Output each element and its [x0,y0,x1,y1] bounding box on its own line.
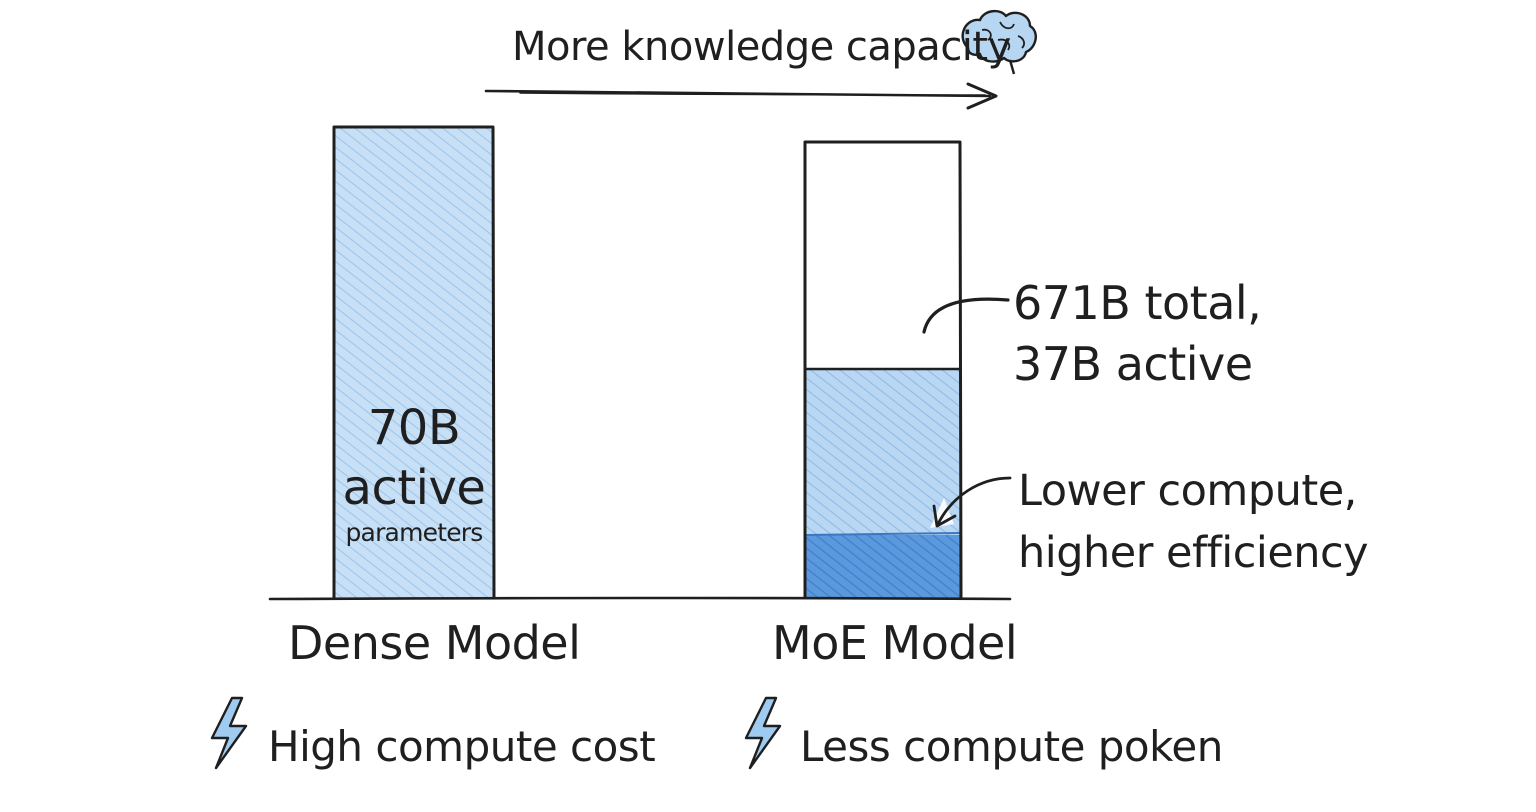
capacity-label: More knowledge capacity [512,24,1011,70]
lightning-icon [210,696,248,770]
moe-model-label: MoE Model [772,616,1018,670]
efficiency-line1: Lower compute, [1018,466,1357,516]
baseline [268,596,1012,601]
dense-active-word: active [342,460,486,516]
efficiency-line2: higher efficiency [1018,528,1369,578]
moe-bar [803,140,963,599]
brain-icon [961,9,1037,75]
moe-total-annotation: 671B total, [1013,276,1262,330]
moe-active-annotation: 37B active [1013,337,1253,391]
dense-model-label: Dense Model [288,616,581,670]
dense-parameters-word: parameters [345,518,483,547]
dense-cost-text: High compute cost [268,722,656,771]
lightning-icon [744,696,782,770]
moe-cost-text: Less compute poken [800,722,1223,771]
dense-bar [332,125,496,599]
efficiency-arrow [932,476,1012,528]
moe-annotation-curve [922,297,1010,334]
capacity-arrow [484,82,998,110]
dense-active-value: 70B [367,400,461,456]
